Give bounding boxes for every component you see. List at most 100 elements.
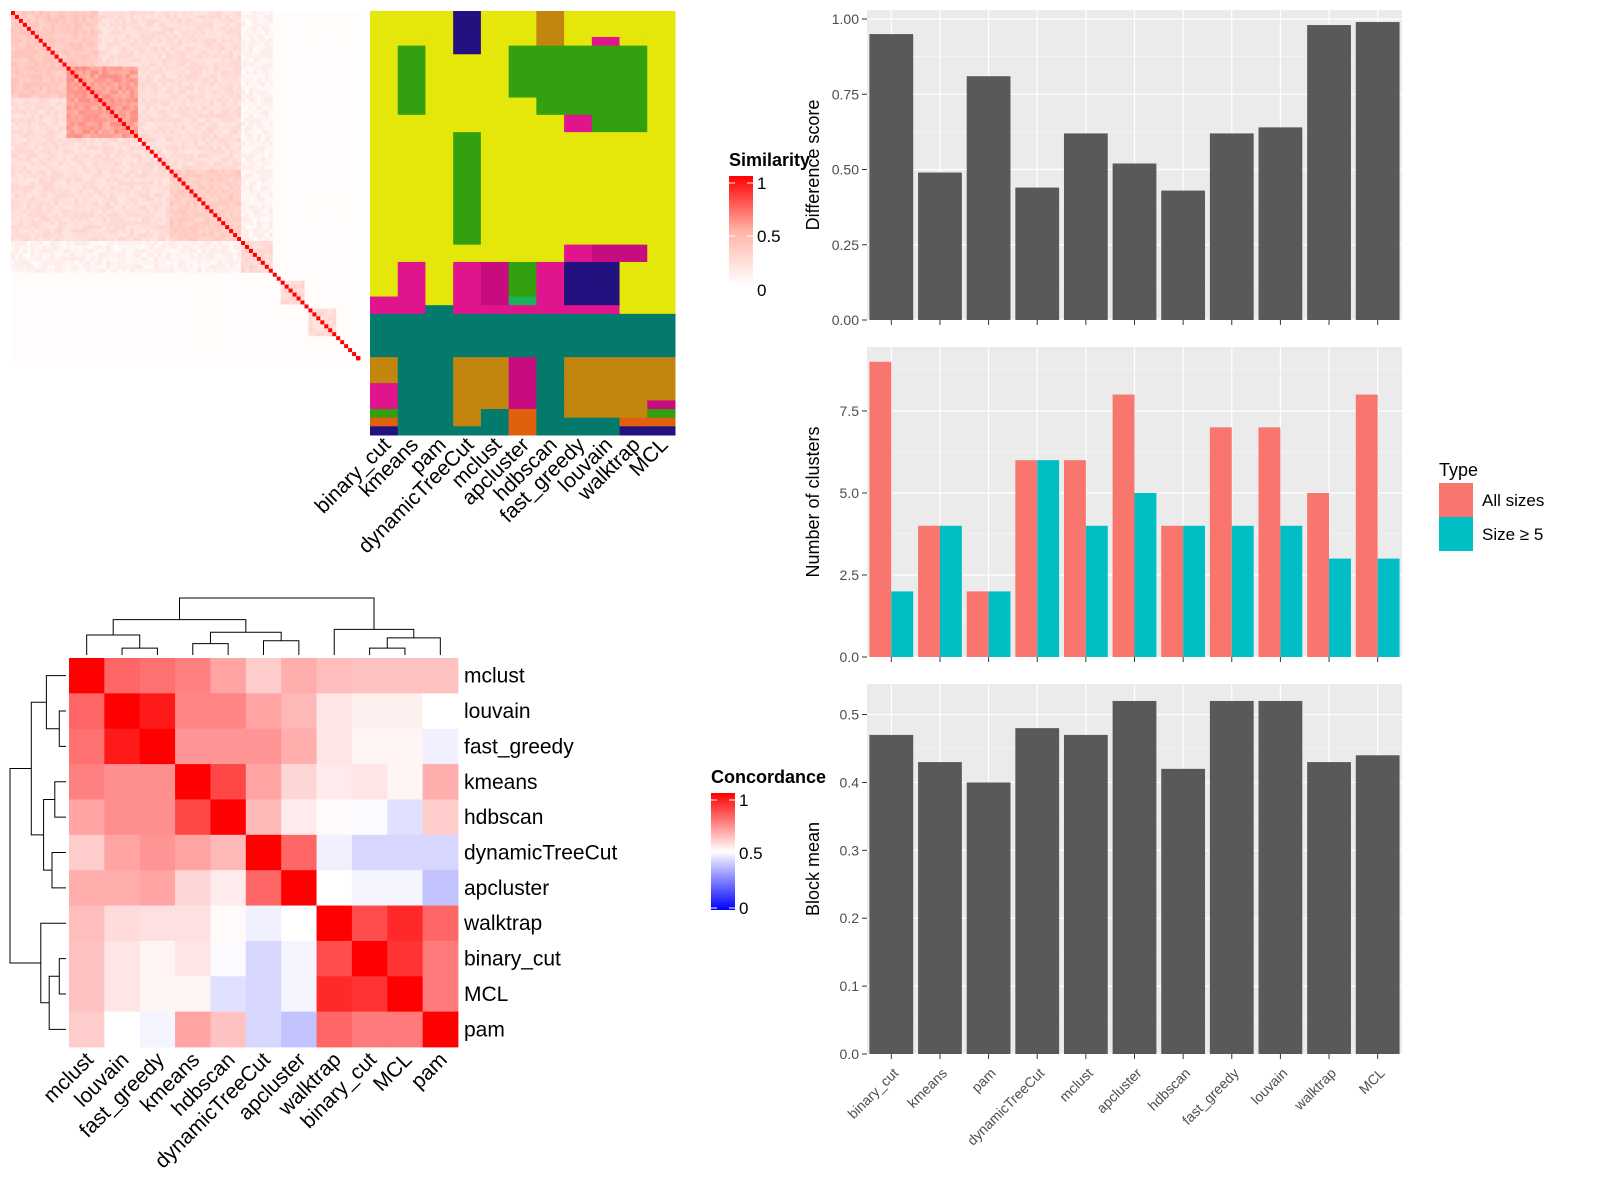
similarity-cell [90, 181, 95, 186]
similarity-cell [280, 153, 286, 159]
similarity-cell [336, 221, 341, 226]
similarity-cell [137, 38, 143, 44]
similarity-cell [260, 185, 266, 190]
similarity-cell [348, 94, 353, 99]
similarity-cell [328, 18, 333, 24]
similarity-cell [225, 169, 230, 175]
similarity-cell [165, 30, 171, 36]
similarity-cell [129, 197, 135, 202]
similarity-cell [344, 94, 349, 99]
similarity-cell [276, 38, 282, 44]
similarity-cell [46, 66, 52, 71]
similarity-cell [328, 205, 333, 210]
similarity-cell [189, 181, 194, 186]
similarity-cell [340, 94, 345, 99]
similarity-cell [141, 213, 147, 218]
similarity-cell [332, 98, 337, 103]
similarity-cell [185, 42, 190, 48]
similarity-cell [197, 133, 202, 139]
similarity-cell [229, 118, 234, 123]
similarity-cell [272, 94, 278, 99]
similarity-cell [229, 70, 234, 75]
similarity-cell [356, 106, 361, 111]
similarity-cell [217, 11, 222, 16]
similarity-cell [22, 46, 28, 52]
similarity-cell [237, 181, 242, 186]
similarity-cell [260, 98, 266, 103]
similarity-cell [161, 126, 167, 131]
similarity-cell [38, 145, 44, 151]
similarity-cell [229, 161, 234, 167]
similarity-cell [193, 213, 198, 218]
similarity-cell [102, 82, 107, 87]
similarity-cell [58, 169, 63, 175]
similarity-cell [14, 181, 20, 186]
similarity-cell [145, 118, 151, 123]
similarity-cell [110, 141, 115, 147]
similarity-cell [244, 102, 250, 107]
similarity-cell [169, 114, 175, 119]
similarity-cell [129, 133, 135, 139]
similarity-cell [106, 201, 111, 206]
similarity-cell [296, 26, 301, 32]
similarity-cell [344, 50, 349, 56]
similarity-cell [296, 126, 301, 131]
similarity-cell [248, 161, 254, 167]
similarity-cell [233, 153, 238, 159]
similarity-cell [324, 126, 329, 131]
similarity-cell [312, 185, 317, 190]
similarity-cell [221, 74, 226, 79]
similarity-cell [169, 58, 175, 63]
similarity-cell [126, 153, 131, 159]
similarity-cell [229, 26, 234, 32]
similarity-cell [114, 205, 119, 210]
similarity-cell [181, 181, 186, 186]
similarity-cell [237, 70, 242, 75]
similarity-cell [42, 161, 48, 167]
similarity-cell [94, 70, 99, 75]
similarity-cell [42, 22, 48, 28]
similarity-cell [78, 161, 83, 167]
similarity-cell [54, 50, 59, 56]
similarity-cell [205, 209, 210, 214]
similarity-cell [38, 221, 44, 226]
similarity-cell [30, 193, 36, 198]
similarity-cell [14, 201, 20, 206]
similarity-cell [141, 137, 147, 143]
similarity-cell [141, 38, 147, 44]
similarity-cell [54, 26, 59, 32]
similarity-cell [237, 18, 242, 24]
similarity-cell [256, 153, 262, 159]
similarity-cell [300, 118, 305, 123]
similarity-cell [304, 54, 309, 59]
similarity-cell [248, 145, 254, 151]
similarity-cell [86, 181, 91, 186]
similarity-cell [348, 165, 353, 171]
similarity-cell [110, 233, 115, 238]
similarity-cell [244, 42, 250, 48]
similarity-cell [94, 153, 99, 159]
similarity-cell [308, 38, 313, 44]
similarity-cell [38, 54, 44, 59]
similarity-cell [352, 11, 357, 16]
similarity-cell [90, 169, 95, 175]
similarity-cell [229, 66, 234, 71]
similarity-cell [145, 30, 151, 36]
similarity-cell [165, 205, 171, 210]
similarity-cell [177, 153, 182, 159]
similarity-cell [336, 173, 341, 178]
similarity-cell [11, 42, 16, 48]
similarity-cell [106, 82, 111, 87]
similarity-cell [30, 46, 36, 52]
similarity-cell [62, 225, 67, 230]
similarity-cell [304, 189, 309, 194]
similarity-cell [22, 205, 28, 210]
similarity-cell [316, 129, 321, 135]
similarity-cell [189, 98, 194, 103]
similarity-cell [225, 110, 230, 115]
similarity-cell [320, 42, 325, 48]
similarity-cell [34, 173, 40, 178]
similarity-cell [133, 229, 139, 234]
similarity-cell [332, 173, 337, 178]
similarity-cell [26, 173, 32, 178]
